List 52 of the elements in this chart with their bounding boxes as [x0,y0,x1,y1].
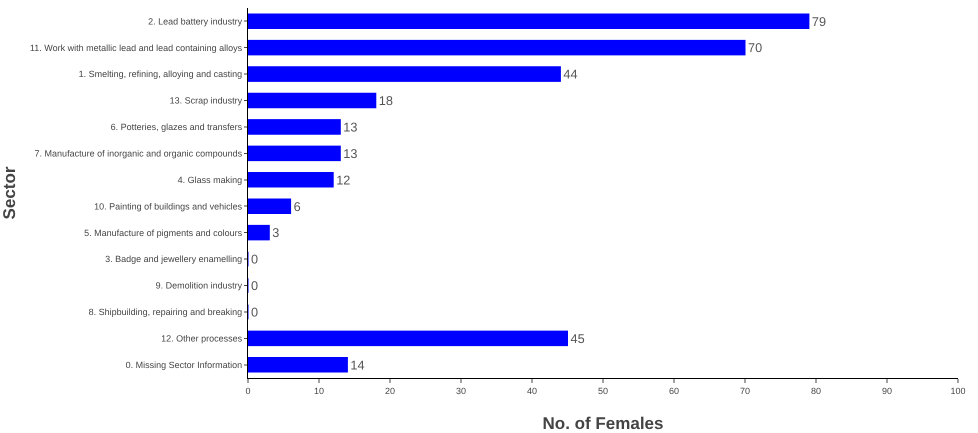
data-label: 44 [563,66,578,82]
x-tick-label: 40 [526,386,538,396]
data-label: 13 [343,146,358,161]
bar [248,330,568,346]
bar [248,146,341,162]
y-axis-title: Sector [0,166,19,220]
bar [248,198,292,214]
x-tick-label: 30 [456,386,466,396]
x-tick-label: 0 [245,386,251,396]
y-tick-label: 4. Glass making [178,174,242,185]
x-tick-label: 70 [740,386,750,396]
y-tick-label: 7. Manufacture of inorganic and organic compounds [34,148,243,159]
data-label: 13 [343,119,358,134]
data-label: 14 [350,357,365,372]
bar [248,13,810,29]
y-tick-label: 11. Work with metallic lead and lead containing alloys [30,42,243,53]
data-label: 3 [272,225,280,240]
x-tick-label: 60 [668,386,680,396]
x-tick-label: 100 [950,386,966,396]
bar [248,66,561,82]
y-tick-label: 10. Painting of buildings and vehicles [94,201,243,212]
bar [248,40,746,56]
data-label: 0 [251,252,258,267]
data-label: 0 [251,278,258,294]
data-label: 0 [251,304,258,320]
bar [248,172,334,188]
bar [248,119,341,135]
y-tick-label: 8. Shipbuilding, repairing and breaking [88,307,242,318]
bar [248,357,348,373]
y-tick-label: 9. Demolition industry [156,280,243,291]
x-tick-label: 90 [882,386,892,396]
data-label: 79 [812,14,826,29]
x-tick-label: 80 [810,386,822,396]
x-axis-title: No. of Females [542,414,664,433]
x-tick-label: 20 [384,386,396,396]
y-tick-label: 0. Missing Sector Information [126,360,242,370]
x-tick-label: 50 [598,386,608,396]
y-tick-label: 13. Scrap industry [170,96,243,106]
data-label: 45 [570,330,585,346]
data-label: 12 [336,172,350,188]
bar [248,92,376,108]
data-label: 18 [378,93,393,108]
y-tick-label: 3. Badge and jewellery enamelling [105,254,242,264]
y-tick-label: 2. Lead battery industry [148,16,243,26]
bar [248,224,270,240]
y-tick-label: 12. Other processes [161,334,243,344]
y-tick-label: 6. Potteries, glazes and transfers [110,122,243,132]
data-label: 6 [294,198,301,214]
data-label: 70 [748,40,762,56]
y-tick-label: 1. Smelting, refining, alloying and casting [78,69,242,80]
x-tick-label: 10 [314,386,324,396]
y-tick-label: 5. Manufacture of pigments and colours [84,228,243,238]
